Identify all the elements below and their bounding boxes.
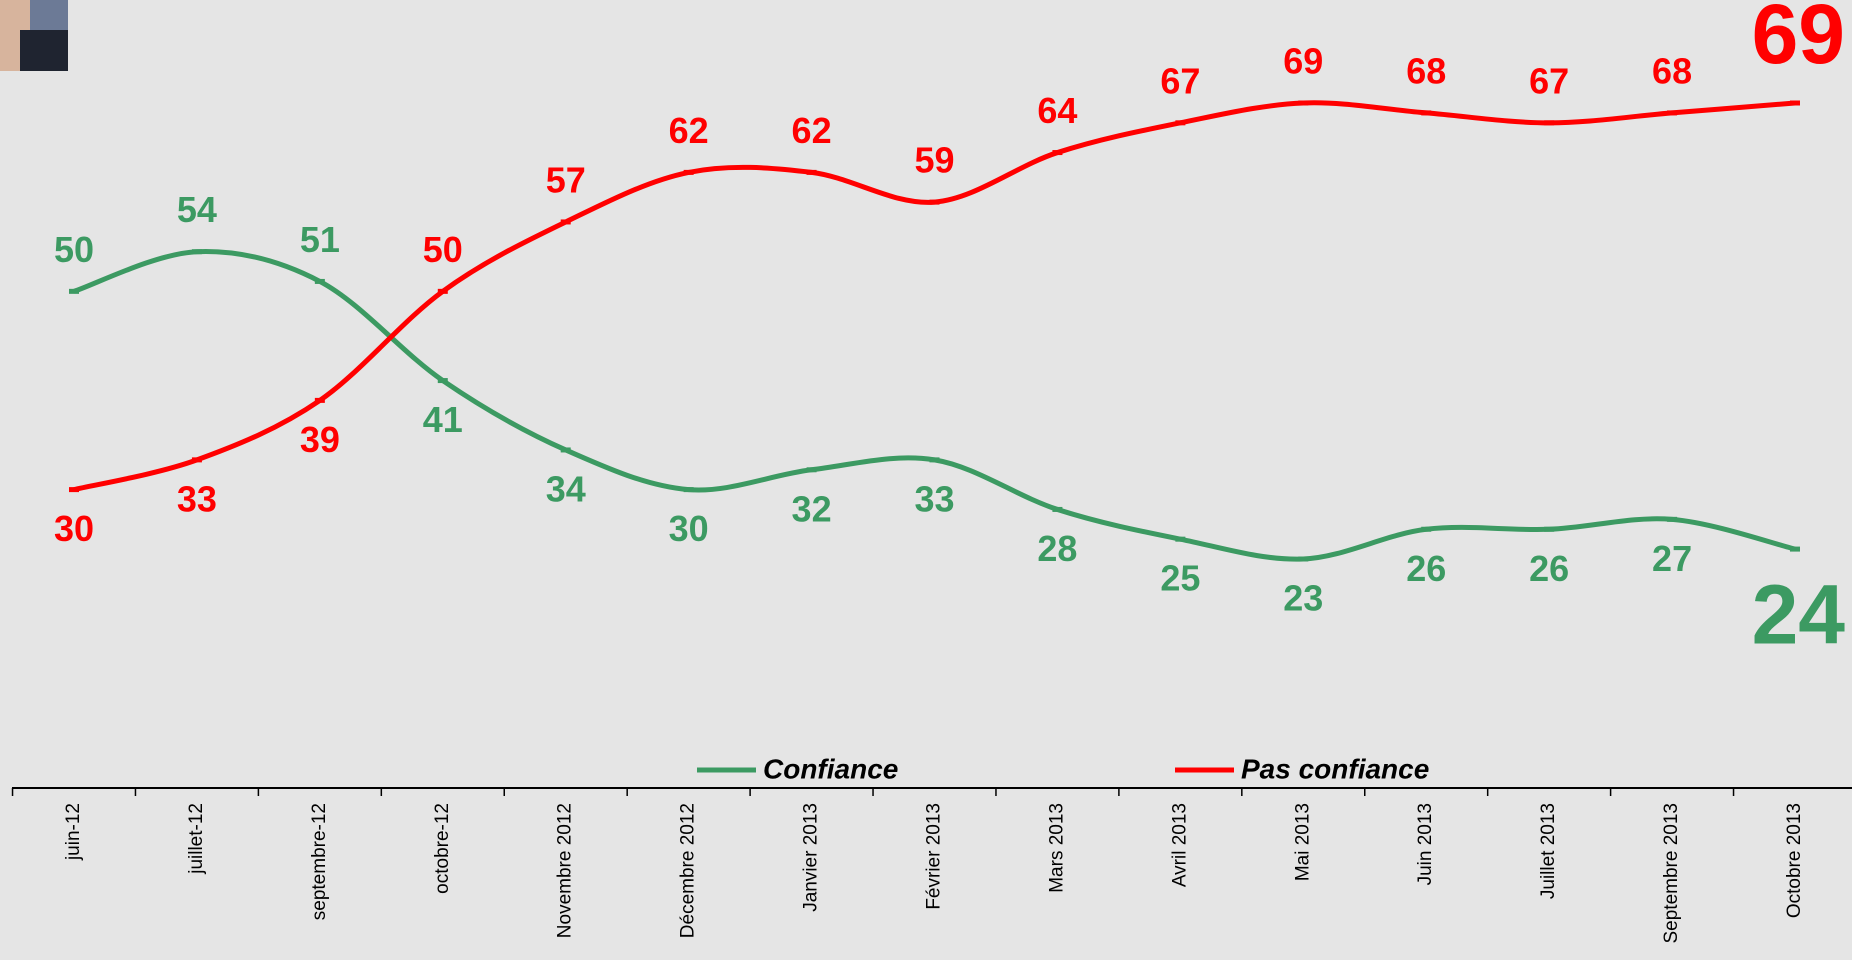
x-tick-label: Mars 2013 [1046, 803, 1067, 893]
x-tick-label: Juin 2013 [1415, 803, 1436, 885]
point-marker [929, 199, 940, 205]
data-label: 32 [792, 488, 832, 529]
point-marker [1175, 120, 1186, 126]
point-marker [1667, 110, 1678, 116]
data-label: 41 [423, 399, 463, 440]
legend-marker [1199, 767, 1209, 773]
data-label: 62 [792, 110, 832, 151]
data-label: 26 [1529, 548, 1569, 589]
data-label: 57 [546, 159, 586, 200]
x-tick-label: Octobre 2013 [1784, 803, 1805, 918]
x-tick-label: Mai 2013 [1292, 803, 1313, 881]
point-marker [929, 457, 940, 463]
point-marker [1421, 526, 1432, 532]
data-label: 67 [1160, 60, 1200, 101]
point-marker [1298, 556, 1309, 562]
point-marker [1544, 526, 1555, 532]
data-label: 62 [669, 110, 709, 151]
portrait-photo [0, 0, 68, 71]
data-label-last: 69 [1752, 0, 1845, 81]
x-tick-label: Juillet 2013 [1538, 803, 1559, 899]
data-label: 64 [1037, 90, 1077, 131]
point-marker [560, 447, 571, 453]
point-marker [314, 397, 325, 403]
data-label: 50 [54, 229, 94, 270]
point-marker [1544, 120, 1555, 126]
data-label: 28 [1037, 528, 1077, 569]
point-marker [69, 288, 79, 294]
point-marker [437, 288, 448, 294]
data-label: 68 [1406, 50, 1446, 91]
data-label: 59 [914, 140, 954, 181]
data-label: 51 [300, 219, 340, 260]
data-label: 50 [423, 229, 463, 270]
data-label: 33 [177, 478, 217, 519]
data-label: 69 [1283, 41, 1323, 82]
x-tick-label: octobre-12 [432, 803, 453, 894]
point-marker [1052, 506, 1063, 512]
x-tick-label: Décembre 2012 [678, 803, 699, 938]
data-label: 25 [1160, 558, 1200, 599]
point-marker [806, 169, 817, 175]
point-marker [806, 467, 817, 473]
x-tick-label: Septembre 2013 [1661, 803, 1682, 944]
x-tick-label: juillet-12 [186, 803, 207, 875]
x-tick-label: Novembre 2012 [555, 803, 576, 938]
point-marker [314, 278, 325, 284]
point-marker [1667, 516, 1678, 522]
x-tick-label: Février 2013 [924, 803, 945, 910]
point-marker [69, 487, 79, 493]
data-label: 30 [669, 508, 709, 549]
point-marker [1298, 100, 1309, 106]
data-label: 68 [1652, 50, 1692, 91]
point-marker [437, 378, 448, 384]
data-label: 33 [914, 478, 954, 519]
point-marker [1052, 150, 1063, 156]
data-label: 54 [177, 189, 217, 230]
data-label: 27 [1652, 538, 1692, 579]
point-marker [1790, 546, 1800, 552]
data-label: 67 [1529, 60, 1569, 101]
point-marker [1175, 536, 1186, 542]
x-tick-label: Janvier 2013 [801, 803, 822, 912]
point-marker [191, 249, 202, 255]
data-label: 39 [300, 419, 340, 460]
x-tick-label: juin-12 [63, 803, 84, 861]
point-marker [1790, 100, 1800, 106]
data-label: 30 [54, 508, 94, 549]
legend-label: Pas confiance [1241, 753, 1429, 784]
point-marker [683, 169, 694, 175]
point-marker [191, 457, 202, 463]
data-label-last: 24 [1752, 567, 1846, 661]
legend-label: Confiance [763, 753, 898, 784]
point-marker [1421, 110, 1432, 116]
point-marker [560, 219, 571, 225]
legend-marker [721, 767, 731, 773]
data-label: 23 [1283, 578, 1323, 619]
data-label: 34 [546, 468, 586, 509]
x-tick-label: septembre-12 [309, 803, 330, 920]
point-marker [683, 487, 694, 493]
x-tick-label: Avril 2013 [1169, 803, 1190, 887]
data-label: 26 [1406, 548, 1446, 589]
